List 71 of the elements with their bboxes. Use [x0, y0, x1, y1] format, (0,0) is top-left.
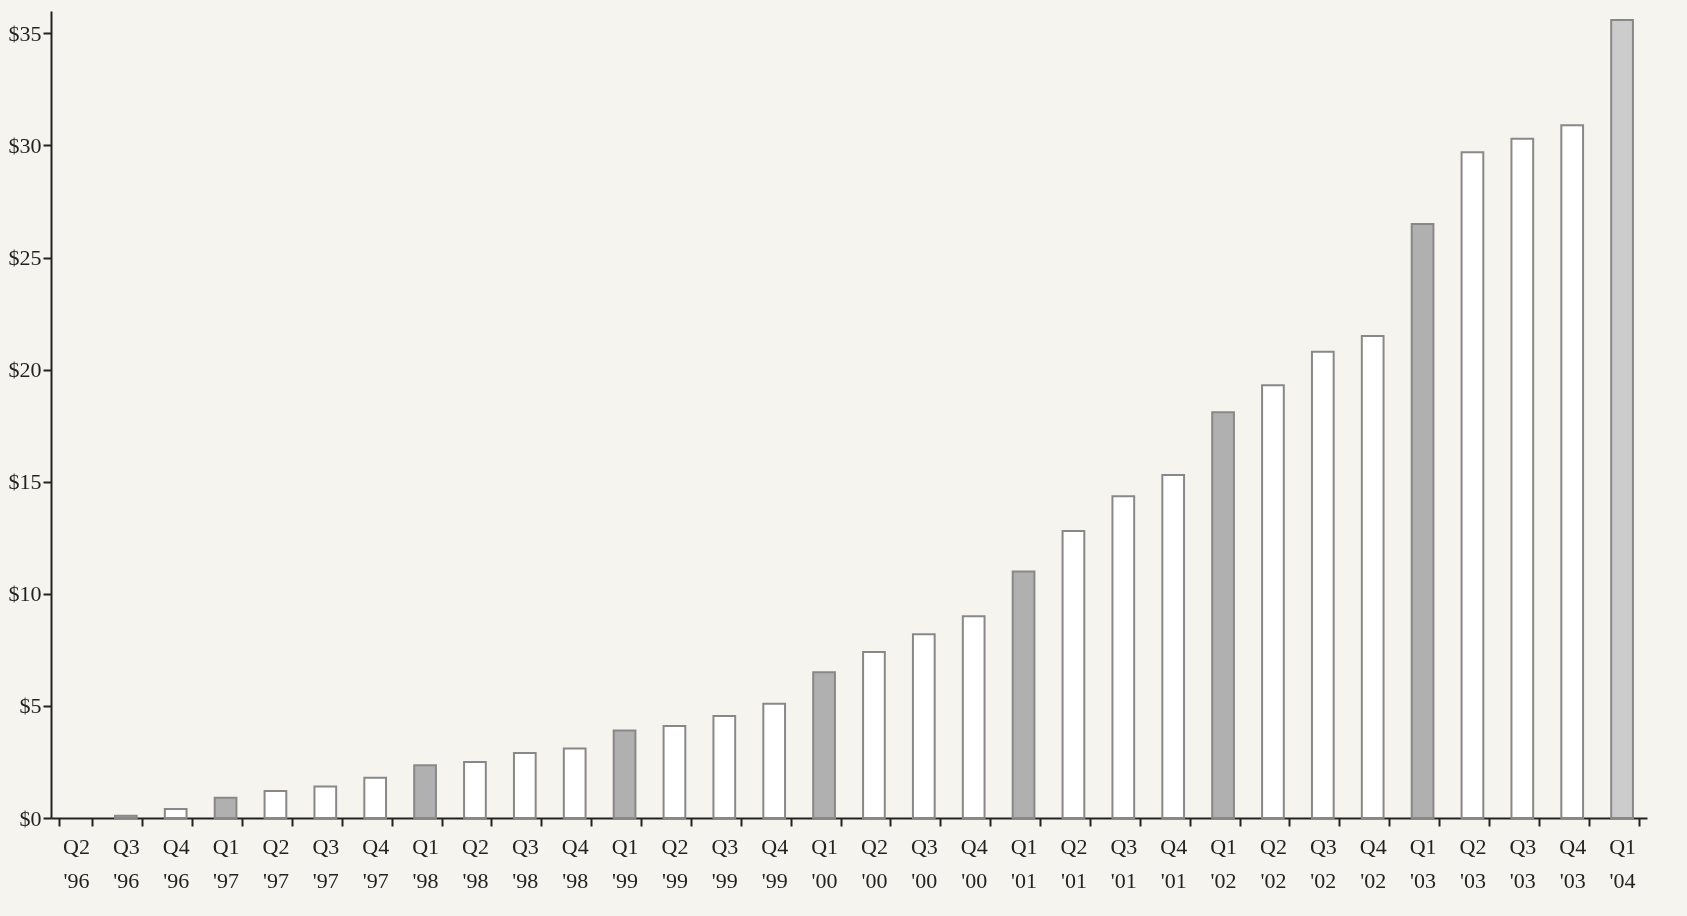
bar	[961, 615, 986, 819]
bar	[263, 790, 288, 819]
bar	[1410, 222, 1435, 819]
bar	[1111, 495, 1136, 819]
bar	[812, 671, 836, 819]
x-tick-label: Q3 '99	[711, 833, 739, 893]
x-tick-label: Q4 '96	[162, 833, 190, 893]
x-tick-label: Q3 '03	[1509, 833, 1537, 893]
bar	[562, 747, 587, 819]
x-tick-label: Q3 '97	[312, 833, 340, 893]
x-tick-label: Q2 '99	[661, 833, 689, 893]
y-tick-label: $10	[8, 581, 42, 607]
bar	[363, 776, 388, 819]
bar	[313, 785, 338, 819]
x-tick-label: Q2 '02	[1259, 833, 1287, 893]
bar	[911, 633, 936, 819]
bar	[612, 729, 637, 819]
bar	[1061, 530, 1086, 819]
bar	[463, 760, 487, 819]
x-tick-label: Q2 '00	[860, 833, 888, 893]
bar	[512, 751, 537, 819]
x-tick-label: Q2 '03	[1459, 833, 1487, 893]
y-tick-label: $0	[19, 805, 42, 831]
bar	[1211, 411, 1235, 819]
bar	[862, 651, 886, 819]
x-tick-label: Q1 '99	[611, 833, 639, 893]
x-tick-label: Q1 '98	[412, 833, 440, 893]
x-tick-label: Q1 '97	[212, 833, 240, 893]
x-tick-label: Q4 '02	[1359, 833, 1387, 893]
bar	[1510, 137, 1535, 819]
x-tick-label: Q3 '00	[910, 833, 938, 893]
x-tick-label: Q1 '00	[811, 833, 839, 893]
y-tick-label: $20	[8, 357, 42, 383]
y-tick-label: $5	[19, 693, 42, 719]
bar	[1460, 151, 1485, 819]
bar	[762, 702, 787, 819]
bar	[113, 814, 138, 819]
bar	[662, 725, 687, 819]
x-tick-label: Q1 '03	[1409, 833, 1437, 893]
x-tick-label: Q1 '02	[1210, 833, 1238, 893]
x-tick-label: Q3 '98	[511, 833, 539, 893]
x-tick-label: Q4 '99	[761, 833, 789, 893]
y-tick-label: $30	[8, 133, 42, 158]
x-tick-label: Q4 '03	[1559, 833, 1587, 893]
x-tick-label: Q4 '97	[362, 833, 390, 893]
x-tick-label: Q3 '01	[1110, 833, 1138, 893]
bar	[1161, 474, 1186, 819]
x-tick-label: Q4 '00	[960, 833, 988, 893]
y-tick-label: $25	[8, 245, 42, 271]
y-tick-label: $15	[8, 469, 42, 495]
y-tick-label: $35	[8, 20, 42, 46]
bar	[712, 715, 737, 819]
x-tick-label: Q1 '01	[1010, 833, 1038, 893]
x-tick-label: Q4 '98	[561, 833, 589, 893]
x-tick-label: Q3 '96	[112, 833, 140, 893]
x-tick-label: Q2 '98	[461, 833, 489, 893]
x-tick-label: Q4 '01	[1160, 833, 1188, 893]
x-tick-label: Q2 '97	[262, 833, 290, 893]
x-tick-label: Q3 '02	[1309, 833, 1337, 893]
bar	[1560, 124, 1585, 819]
bar	[1310, 350, 1335, 819]
bar	[163, 808, 188, 819]
x-tick-label: Q2 '96	[62, 833, 90, 893]
bar	[1610, 18, 1634, 819]
x-tick-label: Q1 '04	[1609, 833, 1637, 893]
bar	[413, 764, 437, 819]
bar	[1261, 384, 1285, 819]
bar	[1360, 335, 1385, 819]
bar	[213, 796, 238, 819]
x-tick-label: Q2 '01	[1060, 833, 1088, 893]
bar	[1011, 570, 1036, 819]
